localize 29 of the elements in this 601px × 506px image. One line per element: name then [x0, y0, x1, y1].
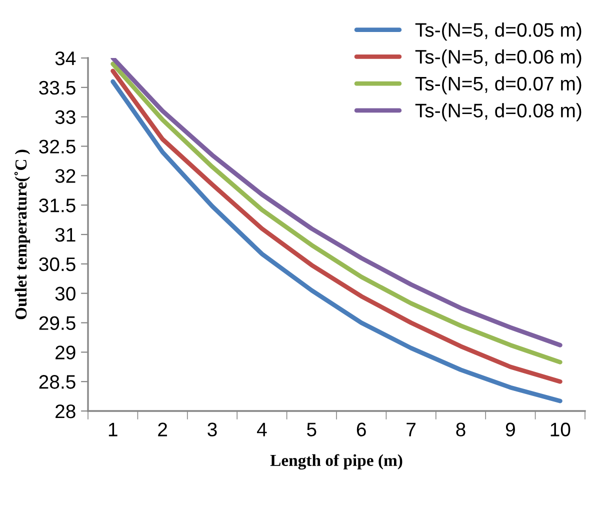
- x-tick-label: 7: [406, 422, 416, 436]
- legend-label: Ts-(N=5, d=0.05 m): [415, 22, 582, 41]
- y-tick-label: 33.5: [39, 80, 76, 95]
- x-tick-label: 2: [158, 422, 167, 436]
- y-tick-label: 33: [55, 110, 76, 124]
- x-tick-label: 1: [108, 422, 118, 436]
- y-tick-label: 31: [55, 228, 76, 242]
- y-tick-label: 29.5: [39, 316, 76, 330]
- x-tick-label: 3: [208, 422, 217, 436]
- x-axis-title: Length of pipe (m): [270, 454, 402, 470]
- y-tick-label: 31.5: [39, 198, 76, 212]
- y-tick-label: 28: [56, 404, 76, 418]
- x-tick-label: 10: [550, 422, 570, 436]
- x-tick-label: 4: [256, 422, 267, 436]
- y-tick-label: 29: [56, 346, 76, 360]
- y-tick-label: 34: [55, 51, 76, 66]
- x-tick-label: 6: [356, 422, 366, 436]
- x-tick-label: 8: [456, 422, 466, 436]
- y-tick-label: 32.5: [39, 140, 76, 154]
- legend-label: Ts-(N=5, d=0.08 m): [415, 103, 582, 122]
- y-tick-label: 28.5: [39, 375, 76, 389]
- legend-label: Ts-(N=5, d=0.07 m): [415, 76, 582, 94]
- x-tick-label: 5: [307, 422, 316, 436]
- y-tick-label: 30.5: [39, 257, 76, 272]
- y-tick-label: 30: [55, 286, 76, 301]
- legend-label: Ts-(N=5, d=0.06 m): [415, 49, 582, 68]
- x-tick-label: 9: [506, 422, 515, 436]
- y-axis-title: Outlet temperature(˚C ): [14, 150, 30, 320]
- y-tick-label: 32: [55, 169, 76, 183]
